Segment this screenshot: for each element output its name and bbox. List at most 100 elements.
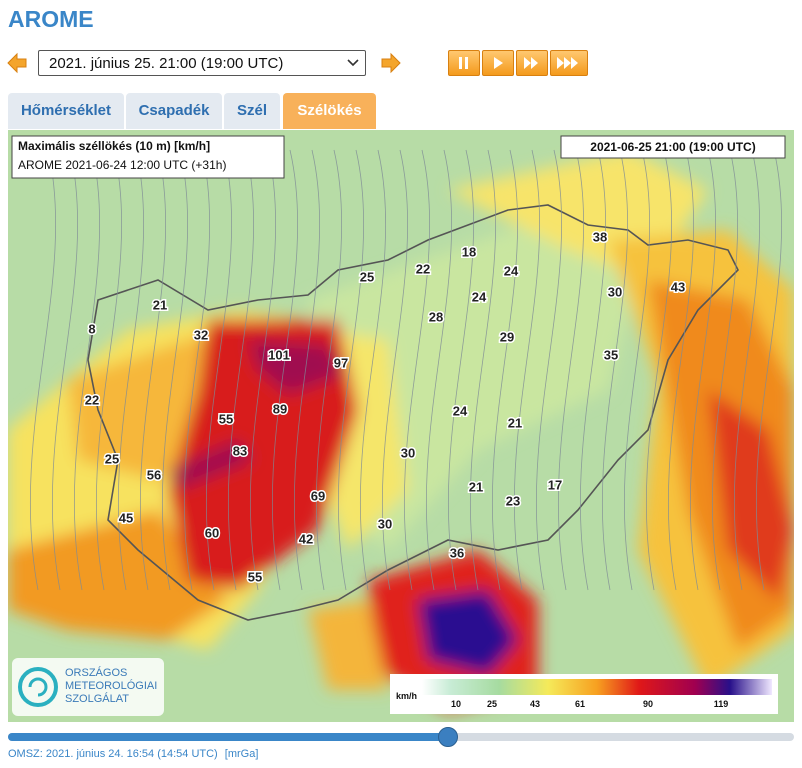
logo-text: SZOLGÁLAT <box>65 692 129 705</box>
wind-value: 69 <box>311 488 325 503</box>
streamline <box>403 149 431 591</box>
wind-value: 38 <box>593 229 607 244</box>
legend-tick: 119 <box>714 699 729 709</box>
legend-tick: 43 <box>530 699 540 709</box>
streamline <box>469 149 497 591</box>
wind-value: 60 <box>205 525 219 540</box>
legend-tick: 25 <box>487 699 497 709</box>
wind-value: 36 <box>450 545 464 560</box>
streamline <box>227 149 255 591</box>
tab[interactable]: Csapadék <box>126 93 222 129</box>
streamline <box>689 149 717 591</box>
streamline <box>513 149 541 591</box>
legend-bar <box>422 679 772 695</box>
info-box <box>11 135 285 179</box>
streamline <box>425 149 453 591</box>
time-slider[interactable] <box>8 727 794 747</box>
wind-value: 83 <box>233 443 247 458</box>
wind-value: 43 <box>671 279 685 294</box>
streamline <box>161 149 189 591</box>
wind-value: 42 <box>299 531 313 546</box>
wind-value: 23 <box>506 493 520 508</box>
logo-text: ORSZÁGOS <box>65 666 127 679</box>
streamline <box>645 149 673 591</box>
streamline <box>557 149 585 591</box>
wind-value: 56 <box>147 467 161 482</box>
info-run: AROME 2021-06-24 12:00 UTC (+31h) <box>18 158 226 172</box>
wind-value: 25 <box>105 451 119 466</box>
valid-box <box>560 135 786 159</box>
streamline <box>337 149 365 591</box>
tab[interactable]: Szél <box>224 93 280 129</box>
streamline <box>491 149 519 591</box>
wind-value: 21 <box>153 297 167 312</box>
pause-button[interactable] <box>448 50 480 76</box>
wind-value: 32 <box>194 327 208 342</box>
wind-value: 30 <box>378 516 392 531</box>
streamline <box>315 149 343 591</box>
field <box>8 150 794 710</box>
wind-value: 28 <box>429 309 443 324</box>
wind-value: 24 <box>504 263 519 278</box>
streamline <box>359 149 387 591</box>
streamline <box>249 149 277 591</box>
country-border <box>87 204 739 621</box>
streamline <box>139 149 167 591</box>
date-select[interactable]: 2021. június 25. 21:00 (19:00 UTC) <box>38 50 366 76</box>
wind-value: 29 <box>500 329 514 344</box>
logo-text: METEOROLÓGIAI <box>65 679 157 692</box>
wind-value: 35 <box>604 347 618 362</box>
wind-value: 55 <box>219 411 233 426</box>
streamline <box>293 149 321 591</box>
streamline <box>535 149 563 591</box>
faster-button[interactable] <box>550 50 588 76</box>
wind-value: 25 <box>360 269 374 284</box>
legend-unit: km/h <box>396 691 417 701</box>
next-button[interactable] <box>380 52 402 74</box>
wind-value: 97 <box>334 355 348 370</box>
streamlines <box>29 149 783 591</box>
wind-value: 30 <box>608 284 622 299</box>
wind-value: 22 <box>85 392 99 407</box>
streamline <box>51 149 79 591</box>
footer-credit: [mrGa] <box>224 748 259 760</box>
tab[interactable]: Hőmérséklet <box>8 93 124 129</box>
logo-icon <box>18 667 58 707</box>
wind-value: 30 <box>401 445 415 460</box>
legend-tick: 61 <box>575 699 585 709</box>
wind-value: 17 <box>548 477 562 492</box>
streamline <box>381 149 409 591</box>
slider-knob[interactable] <box>438 727 458 747</box>
page-title: AROME <box>8 6 94 32</box>
wind-value: 8 <box>88 321 95 336</box>
map: 18 22 25 24 38 43 30 24 28 29 21 8 32 101 97 35 22 89 55 24… <box>8 130 794 722</box>
wind-value: 24 <box>453 403 468 418</box>
streamline <box>447 149 475 591</box>
footer-text: OMSZ: 2021. június 24. 16:54 (14:54 UTC) <box>8 748 218 760</box>
date-select-value: 2021. június 25. 21:00 (19:00 UTC) <box>49 55 284 72</box>
streamline <box>95 149 123 591</box>
wind-value: 18 <box>462 244 476 259</box>
fast-button[interactable] <box>516 50 548 76</box>
wind-value: 21 <box>469 479 483 494</box>
wind-value: 55 <box>248 569 262 584</box>
legend-tick: 10 <box>451 699 461 709</box>
wind-value: 22 <box>416 261 430 276</box>
streamline <box>601 149 629 591</box>
streamline <box>623 149 651 591</box>
valid-time: 2021-06-25 21:00 (19:00 UTC) <box>590 140 755 154</box>
wind-value: 24 <box>472 289 487 304</box>
play-button[interactable] <box>482 50 514 76</box>
streamline <box>271 149 299 591</box>
prev-button[interactable] <box>6 52 28 74</box>
streamline <box>733 149 761 591</box>
labels-layer: 18 22 25 24 38 43 30 24 28 29 21 8 32 101 97 35 22 89 55 24… <box>83 228 686 586</box>
info-title: Maximális széllökés (10 m) [km/h] <box>18 139 210 153</box>
streamline <box>579 149 607 591</box>
streamline <box>73 149 101 591</box>
legend-ticks: 10 25 43 61 90 119 <box>451 699 728 709</box>
streamline <box>205 149 233 591</box>
streamline <box>667 149 695 591</box>
tab-active[interactable]: Szélökés <box>283 93 376 129</box>
streamline <box>183 149 211 591</box>
